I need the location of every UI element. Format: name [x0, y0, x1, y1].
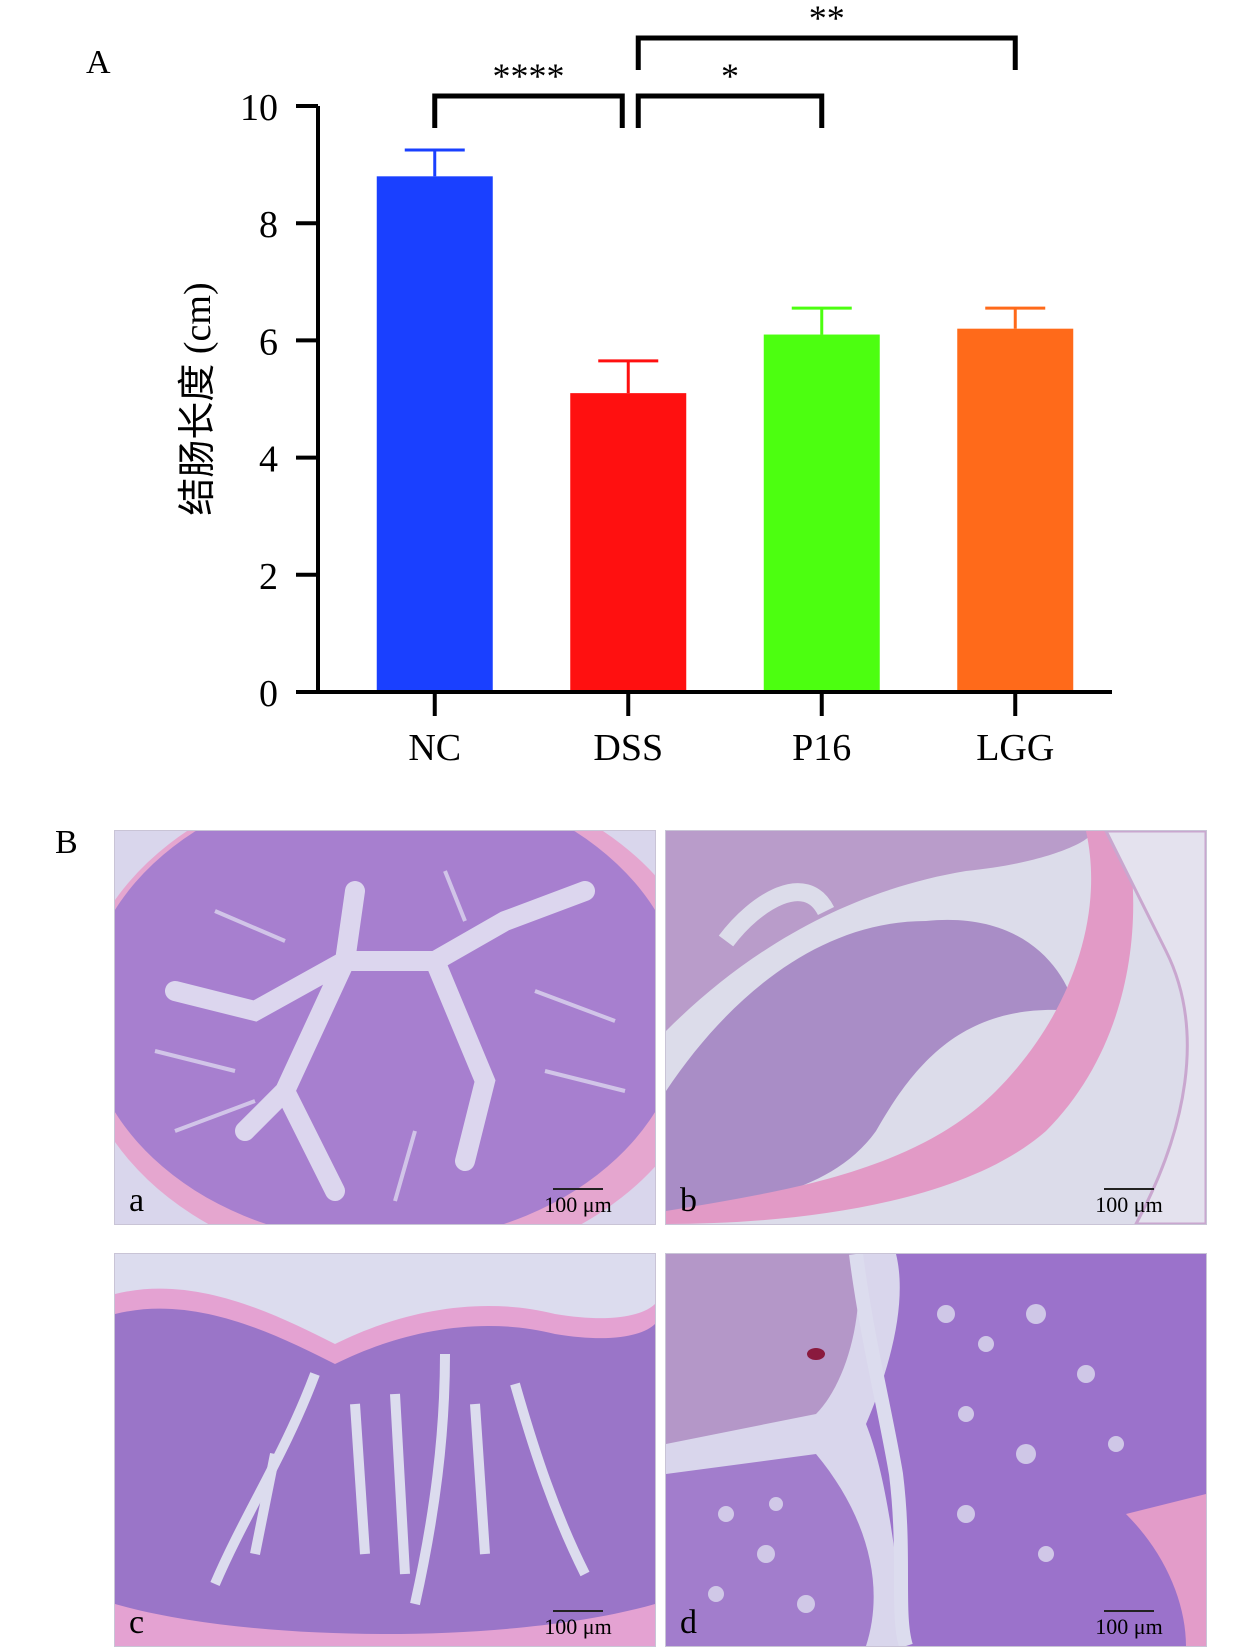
scale-bar-b: 100 μm [1074, 1188, 1184, 1216]
significance-bracket [432, 93, 625, 128]
scale-label-d: 100 μm [1095, 1614, 1163, 1639]
scale-bar-d: 100 μm [1074, 1610, 1184, 1638]
micrograph-letter-a: a [129, 1182, 145, 1219]
significance-label: **** [493, 56, 565, 96]
micrograph-letter-b: b [680, 1182, 697, 1219]
y-axis-label: 结肠长度 (cm) [177, 282, 219, 515]
y-tick-label: 2 [259, 556, 278, 598]
micrograph-letter-c: c [129, 1604, 145, 1641]
y-tick-label: 0 [259, 673, 278, 715]
micrograph-p16-image [115, 1254, 655, 1646]
micrograph-nc: a 100 μm [114, 830, 656, 1225]
bar-lgg [957, 328, 1074, 692]
bar-dss [570, 393, 687, 692]
bar-nc [376, 176, 493, 692]
scale-label-c: 100 μm [544, 1614, 612, 1639]
panel-label-a: A [86, 44, 111, 81]
significance-bracket [635, 35, 1018, 70]
micrograph-lgg-image [666, 1254, 1206, 1646]
x-tick-label: DSS [593, 727, 663, 769]
micrograph-p16: c 100 μm [114, 1253, 656, 1647]
significance-label: ** [809, 0, 845, 38]
y-tick-label: 10 [240, 87, 278, 129]
micrograph-nc-image [115, 831, 655, 1224]
panel-label-b: B [55, 824, 78, 861]
scale-label-b: 100 μm [1095, 1192, 1163, 1217]
scale-bar-c: 100 μm [523, 1610, 633, 1638]
x-tick-label: P16 [792, 727, 851, 769]
significance-label: * [721, 56, 739, 96]
micrograph-dss: b 100 μm [665, 830, 1207, 1225]
micrograph-dss-image [666, 831, 1206, 1224]
scale-label-a: 100 μm [544, 1192, 612, 1217]
x-tick-label: LGG [976, 727, 1054, 769]
y-tick-label: 4 [259, 439, 278, 481]
scale-bar-a: 100 μm [523, 1188, 633, 1216]
y-tick-label: 6 [259, 321, 278, 363]
significance-bracket [635, 93, 825, 128]
y-tick-label: 8 [259, 204, 278, 246]
micrograph-letter-d: d [680, 1604, 697, 1641]
micrograph-lgg: d 100 μm [665, 1253, 1207, 1647]
bar-p16 [763, 334, 880, 692]
x-tick-label: NC [408, 727, 461, 769]
